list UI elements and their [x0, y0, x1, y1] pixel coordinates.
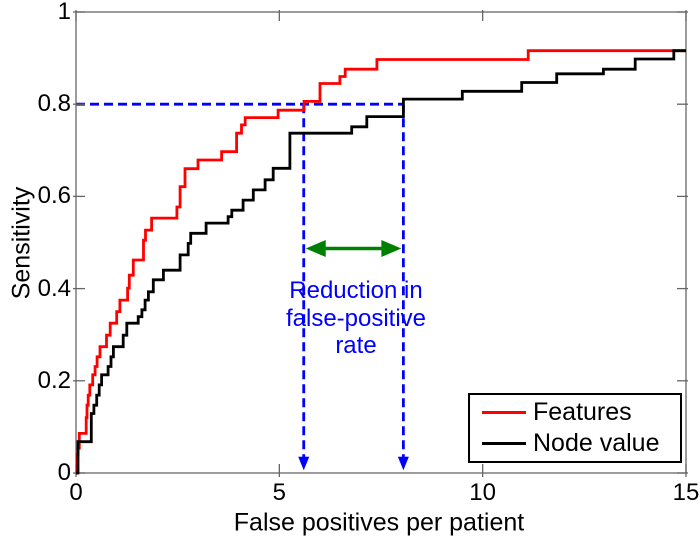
arrows-layer: [298, 239, 409, 471]
x-tick-label: 5: [272, 479, 287, 506]
axes-frame-layer: [73, 10, 688, 477]
y-tick-label: 0: [57, 459, 71, 486]
features-curve: [75, 49, 686, 475]
x-tick-label: 15: [672, 479, 700, 506]
down-arrowhead: [397, 456, 409, 471]
legend-label-features: Features: [533, 398, 632, 427]
node-value-curve: [76, 49, 686, 475]
x-tick-label: 10: [469, 479, 497, 506]
y-tick-label: 1: [57, 0, 71, 25]
y-tick-label: 0.6: [37, 182, 71, 210]
x-tick-label: 0: [69, 479, 83, 506]
x-axis-title: False positives per patient: [233, 508, 525, 537]
curves-layer: [75, 49, 686, 475]
legend: Features Node value: [468, 393, 682, 463]
y-tick-label: 0.8: [37, 90, 71, 118]
y-axis-title: Sensitivity: [7, 186, 36, 300]
y-tick-label: 0.2: [37, 366, 71, 394]
annotation-lines-layer: [76, 102, 405, 458]
down-arrowhead: [298, 456, 310, 471]
features-line-sample: [482, 411, 526, 415]
left-arrowhead: [305, 239, 326, 257]
right-arrowhead: [381, 239, 402, 257]
annotation-line-3: rate: [335, 332, 377, 359]
annotation-line-1: Reduction in: [289, 277, 423, 304]
legend-item-features: Features: [470, 400, 680, 425]
legend-item-node-value: Node value: [470, 428, 680, 457]
reduction-annotation: Reduction in false-positive rate: [286, 277, 426, 360]
annotation-line-2: false-positive: [285, 304, 427, 332]
y-tick-label: 0.4: [37, 274, 71, 302]
node-value-line-sample: [482, 441, 526, 445]
plot-border: [75, 11, 687, 474]
legend-label-node-value: Node value: [533, 428, 660, 457]
